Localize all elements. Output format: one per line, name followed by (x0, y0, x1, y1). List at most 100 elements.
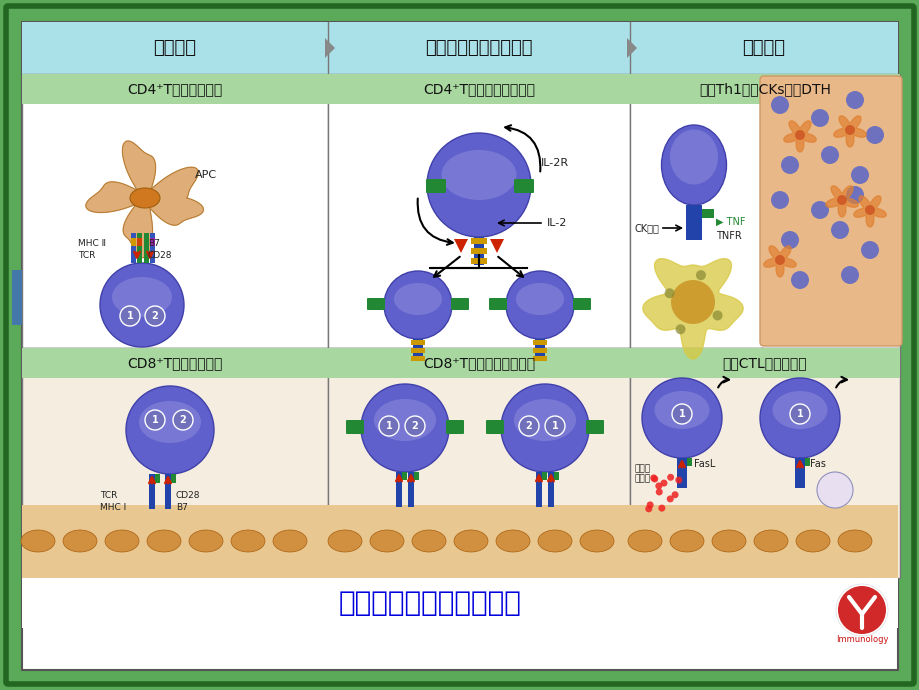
Text: 2: 2 (179, 415, 187, 425)
Text: 2: 2 (411, 421, 418, 431)
Bar (22, 348, 328, 378)
Bar (12, 270, 22, 325)
Circle shape (770, 96, 789, 114)
Polygon shape (763, 246, 796, 277)
FancyBboxPatch shape (485, 420, 504, 434)
Bar (411, 340, 425, 345)
Bar (137, 233, 142, 263)
Circle shape (811, 109, 828, 127)
Text: TCR: TCR (78, 251, 96, 261)
Circle shape (835, 584, 887, 636)
Ellipse shape (139, 401, 200, 443)
Ellipse shape (231, 530, 265, 552)
Polygon shape (627, 38, 636, 58)
Text: 识别阶段: 识别阶段 (153, 39, 197, 57)
Circle shape (655, 489, 662, 495)
Circle shape (671, 491, 678, 498)
FancyBboxPatch shape (367, 298, 384, 310)
Bar (137, 238, 142, 246)
Circle shape (860, 241, 878, 259)
FancyBboxPatch shape (6, 6, 913, 684)
Text: 穿孔素
颗粒酶: 穿孔素 颗粒酶 (634, 464, 651, 484)
Text: 1: 1 (385, 421, 391, 431)
Text: 效应Th1释放CKs介导DTH: 效应Th1释放CKs介导DTH (698, 82, 830, 96)
Circle shape (844, 125, 854, 135)
Text: CD28: CD28 (148, 251, 173, 261)
Bar (144, 233, 149, 263)
Bar (532, 348, 547, 353)
Circle shape (790, 271, 808, 289)
Ellipse shape (772, 391, 826, 429)
Text: Immunology: Immunology (834, 635, 887, 644)
Ellipse shape (711, 530, 745, 552)
Ellipse shape (795, 530, 829, 552)
Circle shape (837, 586, 885, 634)
Ellipse shape (514, 399, 575, 441)
Bar (144, 238, 149, 246)
Circle shape (794, 130, 804, 140)
Bar (22, 74, 328, 348)
Ellipse shape (412, 530, 446, 552)
Text: TCR: TCR (100, 491, 118, 500)
Bar (149, 474, 154, 509)
Ellipse shape (837, 530, 871, 552)
Bar (328, 348, 630, 378)
Polygon shape (490, 239, 504, 253)
Ellipse shape (393, 283, 441, 315)
Ellipse shape (754, 530, 788, 552)
Ellipse shape (328, 530, 361, 552)
Bar (471, 238, 486, 244)
Circle shape (836, 195, 846, 205)
Ellipse shape (516, 283, 563, 315)
Text: 1: 1 (127, 311, 133, 321)
Circle shape (670, 280, 714, 324)
Circle shape (780, 231, 798, 249)
Text: 细胞免疫应答的基本过程: 细胞免疫应答的基本过程 (338, 589, 521, 617)
Circle shape (666, 495, 673, 502)
Circle shape (360, 384, 448, 472)
Bar (130, 238, 136, 246)
Text: IL-2R: IL-2R (540, 158, 569, 168)
Bar (686, 205, 701, 240)
Bar (22, 22, 897, 74)
Circle shape (780, 156, 798, 174)
Polygon shape (85, 141, 203, 257)
FancyBboxPatch shape (446, 420, 463, 434)
Bar (130, 233, 136, 263)
Bar (395, 472, 402, 507)
Circle shape (666, 474, 674, 481)
Ellipse shape (453, 530, 487, 552)
Text: MHC Ⅰ: MHC Ⅰ (100, 502, 126, 511)
Text: CD8⁺T细胞识别抗原: CD8⁺T细胞识别抗原 (127, 356, 222, 370)
Text: IL-2: IL-2 (547, 218, 567, 228)
Text: 1: 1 (551, 421, 558, 431)
Ellipse shape (669, 530, 703, 552)
Text: B7: B7 (148, 239, 160, 248)
Bar (630, 74, 899, 104)
Circle shape (712, 310, 721, 320)
Circle shape (865, 126, 883, 144)
Text: APC: APC (195, 170, 217, 180)
Ellipse shape (188, 530, 222, 552)
Circle shape (845, 91, 863, 109)
Bar (328, 74, 630, 348)
Text: 效应阶段: 效应阶段 (742, 39, 785, 57)
Circle shape (811, 201, 828, 219)
Circle shape (145, 306, 165, 326)
Text: CD8⁺T活化、增殖、分化: CD8⁺T活化、增殖、分化 (423, 356, 535, 370)
Circle shape (695, 270, 705, 280)
Bar (154, 474, 160, 483)
Ellipse shape (369, 530, 403, 552)
Bar (328, 348, 630, 578)
Ellipse shape (661, 125, 726, 205)
Ellipse shape (130, 188, 160, 208)
Bar (471, 258, 486, 264)
Circle shape (644, 505, 652, 513)
Circle shape (770, 191, 789, 209)
Circle shape (650, 475, 656, 482)
Bar (22, 348, 328, 578)
Circle shape (675, 324, 685, 334)
Circle shape (864, 205, 874, 215)
Circle shape (654, 482, 662, 489)
Ellipse shape (628, 530, 662, 552)
